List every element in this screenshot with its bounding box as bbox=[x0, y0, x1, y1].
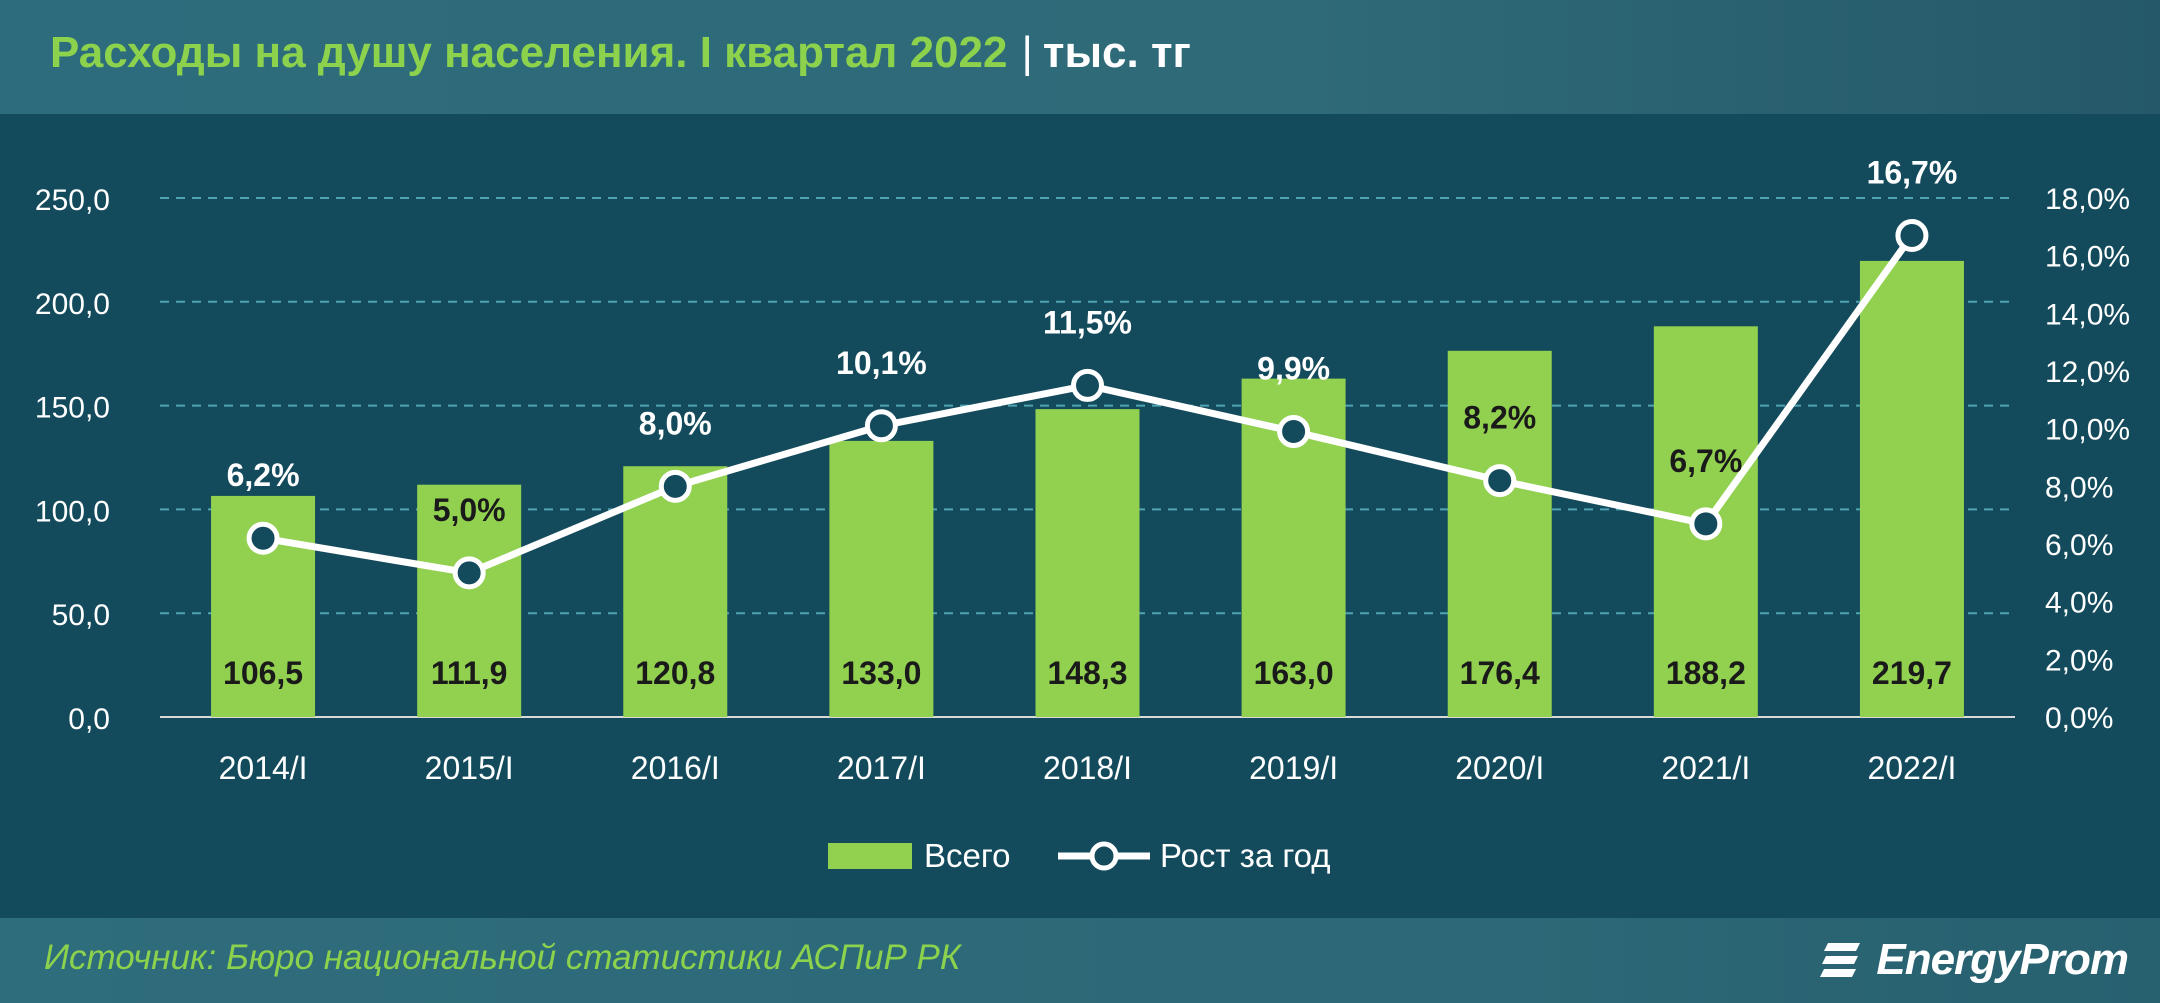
x-tick-label: 2018/I bbox=[1043, 750, 1132, 786]
y-right-tick-label: 10,0% bbox=[2045, 414, 2130, 447]
source-note: Источник: Бюро национальной статистики А… bbox=[44, 938, 961, 977]
bar bbox=[1859, 260, 1964, 717]
growth-value-label: 8,2% bbox=[1463, 400, 1536, 436]
y-right-tick-label: 4,0% bbox=[2045, 587, 2113, 620]
y-left-tick-label: 150,0 bbox=[35, 392, 110, 425]
legend-swatch-marker bbox=[1089, 841, 1119, 871]
title-text: Расходы на душу населения. I квартал 202… bbox=[50, 28, 1008, 77]
title-separator: | bbox=[1021, 28, 1033, 77]
y-right-tick-label: 12,0% bbox=[2045, 356, 2130, 389]
y-left-tick-label: 200,0 bbox=[35, 288, 110, 321]
bar bbox=[1035, 409, 1140, 717]
growth-point bbox=[246, 521, 280, 555]
x-axis: 2014/I 2015/I 2016/I 2017/I 2018/I 2019/I 2020… bbox=[219, 750, 1957, 786]
y-right-tick-label: 18,0% bbox=[2045, 183, 2130, 216]
legend-label: Рост за год bbox=[1160, 837, 1331, 874]
logo-text: EnergyProm bbox=[1876, 935, 2129, 984]
y-left-tick-label: 0,0 bbox=[68, 703, 110, 736]
growth-value-label: 9,9% bbox=[1257, 351, 1330, 387]
bar-value-label: 120,8 bbox=[635, 655, 715, 691]
chart-title: Расходы на душу населения. I квартал 202… bbox=[50, 28, 1191, 78]
growth-value-label: 6,7% bbox=[1669, 443, 1742, 479]
bar-series-total bbox=[211, 260, 1964, 717]
energyprom-logo: EnergyProm bbox=[1820, 930, 2129, 990]
y-right-tick-label: 14,0% bbox=[2045, 298, 2130, 331]
y-right-tick-label: 16,0% bbox=[2045, 241, 2130, 274]
bar-value-label: 148,3 bbox=[1047, 655, 1127, 691]
header-bar: Расходы на душу населения. I квартал 202… bbox=[0, 0, 2160, 114]
bar-value-label: 219,7 bbox=[1872, 655, 1952, 691]
y-right-tick-label: 0,0% bbox=[2045, 702, 2113, 735]
bar-value-label: 163,0 bbox=[1254, 655, 1334, 691]
y-right-tick-label: 2,0% bbox=[2045, 644, 2113, 677]
growth-value-label: 10,1% bbox=[836, 345, 927, 381]
bar bbox=[829, 440, 934, 717]
legend-label: Всего bbox=[924, 837, 1011, 874]
growth-value-label: 11,5% bbox=[1043, 304, 1132, 340]
y-left-tick-label: 250,0 bbox=[35, 184, 110, 217]
growth-point bbox=[452, 556, 486, 590]
legend: Всего Рост за год bbox=[828, 837, 1331, 874]
bar-value-label: 133,0 bbox=[841, 655, 921, 691]
bar-value-label: 176,4 bbox=[1460, 655, 1540, 691]
logo-mark-icon bbox=[1820, 943, 1861, 977]
footer-bar: Источник: Бюро национальной статистики А… bbox=[0, 918, 2160, 1003]
bar-value-label: 106,5 bbox=[223, 655, 303, 691]
growth-point bbox=[1689, 507, 1723, 541]
line-series-growth bbox=[246, 218, 1929, 590]
y-right-tick-label: 6,0% bbox=[2045, 529, 2113, 562]
bar bbox=[417, 484, 522, 717]
x-tick-label: 2019/I bbox=[1249, 750, 1338, 786]
x-tick-label: 2016/I bbox=[631, 750, 720, 786]
growth-point bbox=[1895, 218, 1929, 252]
bar-value-label: 111,9 bbox=[431, 655, 508, 691]
title-unit: тыс. тг bbox=[1042, 28, 1191, 77]
y-axis-left: 0,0 50,0 100,0 150,0 200,0 250,0 bbox=[35, 184, 110, 736]
growth-point bbox=[1071, 368, 1104, 402]
growth-value-label: 6,2% bbox=[227, 457, 300, 493]
bar-value-labels: 106,5 111,9 120,8 133,0 148,3 163,0 176,4 188,2… bbox=[223, 655, 1952, 691]
y-left-tick-label: 100,0 bbox=[35, 495, 110, 528]
y-axis-right: 0,0% 2,0% 4,0% 6,0% 8,0% 10,0% 12,0% 14,0% 16,0%… bbox=[2045, 183, 2130, 735]
growth-point bbox=[864, 409, 898, 443]
bar bbox=[623, 466, 728, 717]
growth-point bbox=[1483, 464, 1517, 498]
growth-value-label: 16,7% bbox=[1867, 154, 1958, 190]
legend-swatch-bar bbox=[828, 843, 912, 869]
growth-value-label: 5,0% bbox=[433, 492, 506, 528]
growth-point bbox=[658, 469, 692, 503]
line-value-labels: 6,2% 5,0% 8,0% 10,1% 11,5% 9,9% 8,2% 6,7% 16,7% bbox=[227, 154, 1958, 527]
y-left-tick-label: 50,0 bbox=[52, 599, 110, 632]
x-tick-label: 2021/I bbox=[1661, 750, 1750, 786]
x-tick-label: 2017/I bbox=[837, 750, 926, 786]
bar bbox=[1447, 350, 1552, 717]
growth-value-label: 8,0% bbox=[639, 405, 712, 441]
x-tick-label: 2022/I bbox=[1867, 750, 1956, 786]
y-right-tick-label: 8,0% bbox=[2045, 471, 2113, 504]
x-tick-label: 2014/I bbox=[219, 750, 308, 786]
x-tick-label: 2020/I bbox=[1455, 750, 1544, 786]
combo-chart: 0,0 50,0 100,0 150,0 200,0 250,0 0,0% 2,0% 4,0%… bbox=[35, 154, 2130, 874]
bar-value-label: 188,2 bbox=[1666, 655, 1746, 691]
growth-point bbox=[1277, 415, 1311, 449]
x-tick-label: 2015/I bbox=[425, 750, 514, 786]
